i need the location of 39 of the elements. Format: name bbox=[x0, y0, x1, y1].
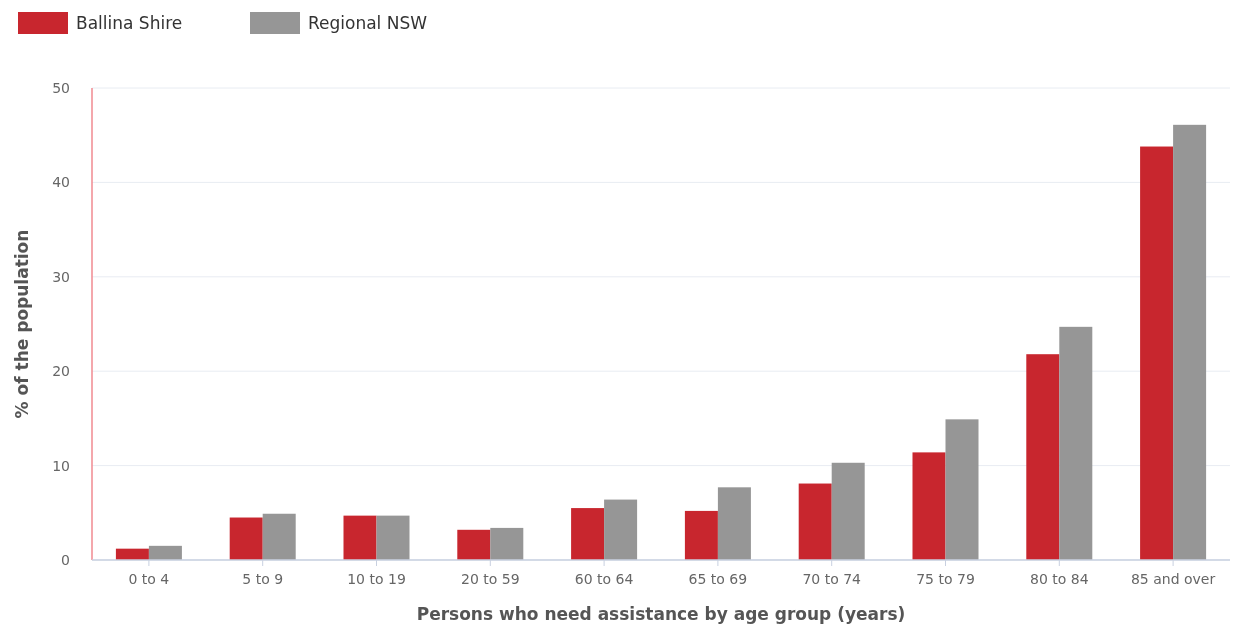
x-tick-label: 65 to 69 bbox=[688, 571, 748, 587]
x-axis-title: Persons who need assistance by age group (years) bbox=[416, 604, 906, 624]
bar bbox=[798, 483, 832, 560]
y-tick-label: 0 bbox=[61, 551, 70, 568]
y-tick-label: 50 bbox=[52, 79, 70, 96]
y-tick-label: 40 bbox=[52, 174, 70, 191]
x-tick-label: 10 to 19 bbox=[347, 571, 406, 587]
bar bbox=[912, 452, 946, 560]
legend-label: Regional NSW bbox=[308, 12, 428, 33]
x-tick-label: 0 to 4 bbox=[128, 571, 170, 587]
x-tick-label: 5 to 9 bbox=[242, 571, 284, 587]
bar bbox=[1173, 124, 1207, 560]
x-tick-label: 85 and over bbox=[1130, 571, 1216, 587]
y-tick-label: 10 bbox=[52, 457, 70, 474]
x-tick-label: 60 to 64 bbox=[574, 571, 634, 587]
bar bbox=[262, 513, 296, 560]
y-tick-label: 20 bbox=[52, 363, 70, 380]
bar bbox=[490, 527, 524, 560]
bar bbox=[1026, 354, 1060, 560]
x-tick-label: 75 to 79 bbox=[916, 571, 975, 587]
x-tick-label: 20 to 59 bbox=[461, 571, 520, 587]
x-tick-label: 70 to 74 bbox=[802, 571, 862, 587]
bar bbox=[571, 508, 605, 560]
bar bbox=[457, 529, 491, 560]
bar bbox=[831, 462, 865, 560]
bar bbox=[343, 515, 377, 560]
bar bbox=[148, 545, 182, 560]
bar bbox=[1140, 146, 1174, 560]
bar bbox=[717, 487, 751, 560]
y-tick-label: 30 bbox=[52, 268, 70, 285]
bar bbox=[1059, 326, 1093, 560]
bar bbox=[945, 419, 979, 560]
legend-label: Ballina Shire bbox=[76, 12, 183, 33]
bar bbox=[376, 515, 410, 560]
y-axis-title: % of the population bbox=[12, 229, 32, 419]
bar bbox=[229, 517, 263, 560]
bar bbox=[684, 510, 718, 560]
x-tick-label: 80 to 84 bbox=[1030, 571, 1089, 587]
bar bbox=[604, 499, 638, 560]
